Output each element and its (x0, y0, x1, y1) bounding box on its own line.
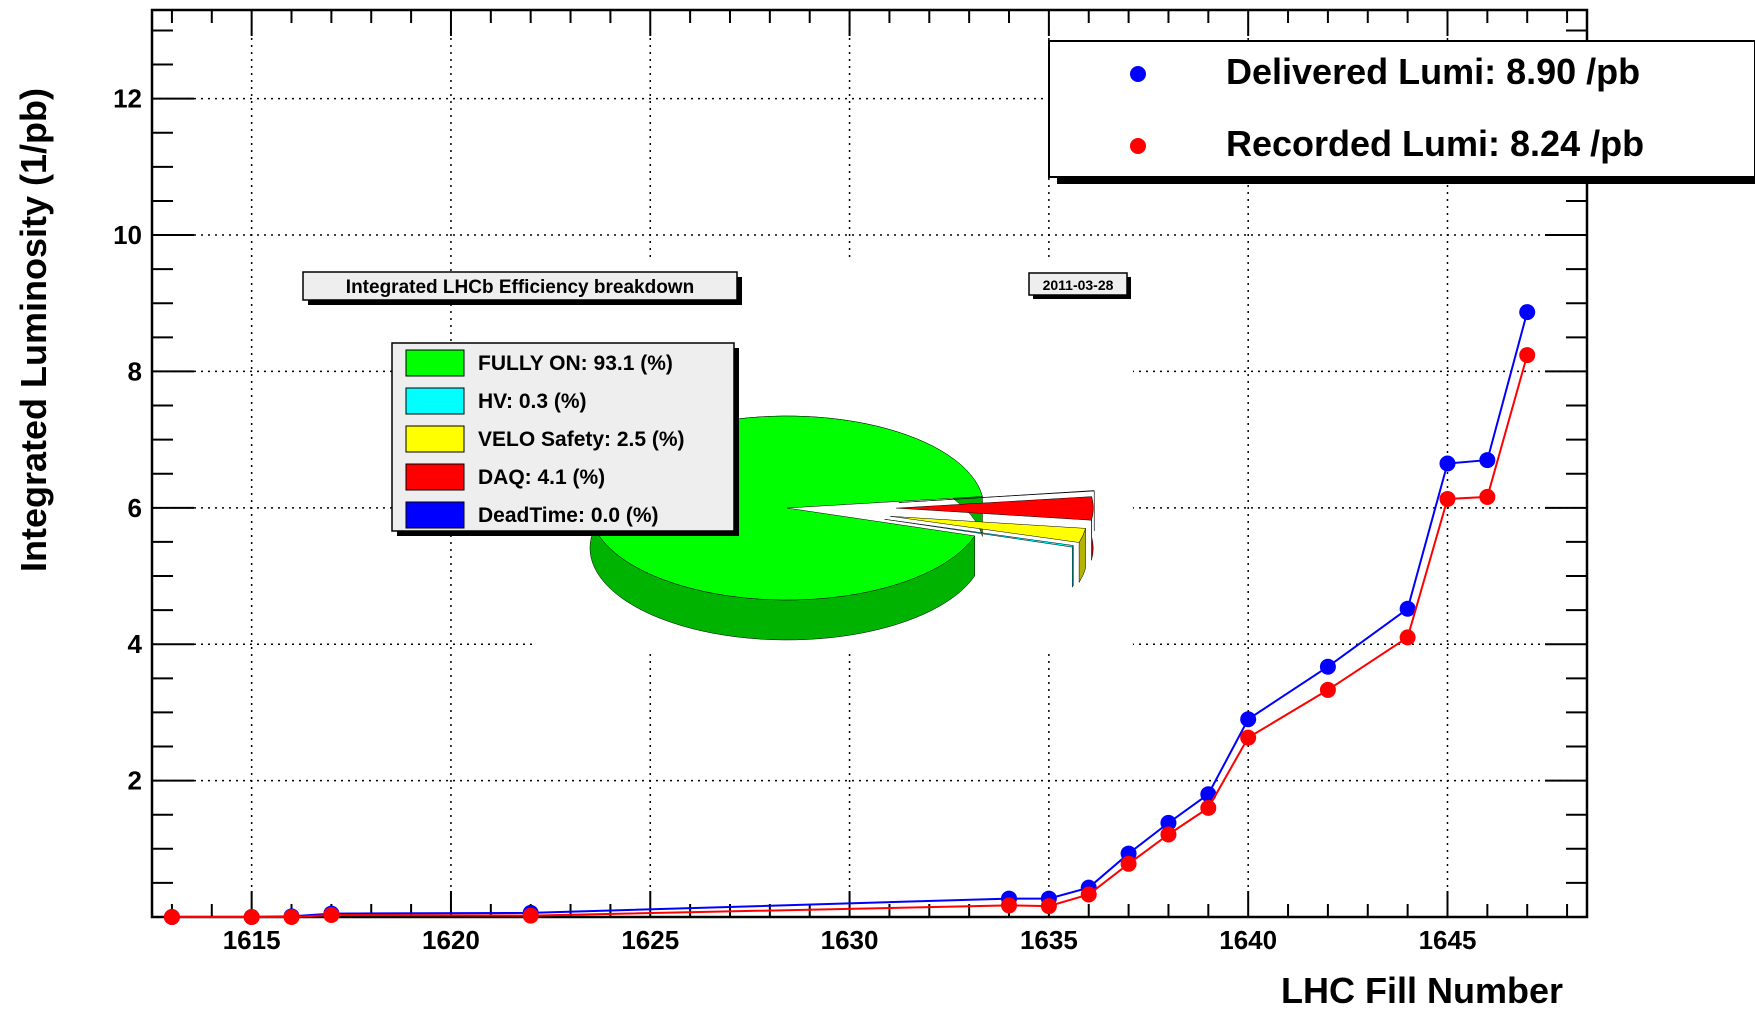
pie-title: Integrated LHCb Efficiency breakdown (346, 277, 694, 298)
pie-title-box: Integrated LHCb Efficiency breakdown (302, 271, 742, 305)
data-point-recorded-lumi (1519, 347, 1536, 364)
data-point-delivered-lumi (1200, 786, 1217, 803)
y-tick-label: 12 (113, 84, 142, 114)
x-tick-label: 1620 (422, 925, 480, 955)
data-point-recorded-lumi (1120, 855, 1137, 872)
pie-legend: FULLY ON: 93.1 (%) HV: 0.3 (%) VELO Safety… (391, 342, 739, 536)
legend-box (1048, 40, 1755, 178)
legend-marker-recorded (1130, 138, 1146, 154)
data-point-recorded-lumi (1040, 898, 1057, 915)
pie-slice-side-hv (1071, 544, 1074, 588)
y-tick-label: 2 (128, 766, 142, 796)
pie-slice-deadtime (898, 490, 1095, 503)
x-tick-label: 1635 (1020, 925, 1078, 955)
data-point-recorded-lumi (1200, 799, 1217, 816)
main-legend: Delivered Lumi: 8.90 /pb Recorded Lumi: … (1048, 40, 1755, 184)
data-point-recorded-lumi (1001, 897, 1018, 914)
y-tick-label: 4 (128, 629, 143, 659)
pie-slice-velo-safety (890, 516, 1086, 543)
data-point-delivered-lumi (1319, 658, 1336, 675)
data-point-recorded-lumi (522, 907, 539, 924)
pie-date: 2011-03-28 (1043, 277, 1114, 293)
data-series (163, 304, 1536, 925)
x-tick-label: 1640 (1219, 925, 1277, 955)
pie-legend-swatch-daq (405, 463, 465, 491)
data-point-recorded-lumi (1160, 826, 1177, 843)
legend-marker-delivered (1130, 66, 1146, 82)
pie-legend-label-daq: DAQ: 4.1 (%) (478, 466, 605, 489)
data-point-recorded-lumi (1240, 729, 1257, 746)
legend-label-recorded: Recorded Lumi: 8.24 /pb (1226, 123, 1644, 164)
data-point-recorded-lumi (163, 909, 180, 925)
pie-legend-swatch-deadtime (405, 501, 465, 529)
data-point-recorded-lumi (1439, 490, 1456, 507)
y-tick-label: 8 (128, 356, 142, 386)
data-point-recorded-lumi (283, 909, 300, 925)
efficiency-pie-inset: Integrated LHCb Efficiency breakdown 201… (302, 257, 1133, 650)
pie-slice-hv (884, 518, 1074, 548)
data-point-recorded-lumi (323, 906, 340, 923)
data-point-delivered-lumi (1439, 455, 1456, 472)
x-axis-title: LHC Fill Number (1281, 970, 1563, 1010)
data-point-recorded-lumi (1080, 886, 1097, 903)
data-point-recorded-lumi (1479, 488, 1496, 505)
pie-legend-swatch-velo-safety (405, 425, 465, 453)
pie-date-box: 2011-03-28 (1028, 272, 1131, 299)
pie-legend-label-hv: HV: 0.3 (%) (478, 390, 587, 413)
data-point-delivered-lumi (1479, 452, 1496, 469)
grid (152, 10, 1587, 917)
x-tick-label: 1630 (821, 925, 879, 955)
data-point-recorded-lumi (243, 909, 260, 925)
data-point-delivered-lumi (1240, 711, 1257, 728)
x-tick-label: 1625 (621, 925, 679, 955)
data-point-delivered-lumi (1160, 814, 1177, 831)
y-tick-label: 6 (128, 493, 142, 523)
pie-slice-daq (896, 496, 1094, 521)
legend-label-delivered: Delivered Lumi: 8.90 /pb (1226, 51, 1640, 92)
pie-legend-label-deadtime: DeadTime: 0.0 (%) (478, 504, 659, 527)
pie-legend-swatch-fully-on (405, 349, 465, 377)
pie-legend-swatch-hv (405, 387, 465, 415)
data-point-delivered-lumi (1519, 304, 1536, 321)
data-point-delivered-lumi (1399, 600, 1416, 617)
x-tick-label: 1615 (223, 925, 281, 955)
y-tick-label: 10 (113, 220, 142, 250)
y-axis-title: Integrated Luminosity (1/pb) (13, 88, 54, 572)
x-tick-label: 1645 (1419, 925, 1477, 955)
pie-legend-label-fully-on: FULLY ON: 93.1 (%) (478, 352, 673, 375)
data-point-recorded-lumi (1319, 681, 1336, 698)
data-point-recorded-lumi (1399, 629, 1416, 646)
plot-frame (150, 8, 1589, 919)
pie-legend-label-velo-safety: VELO Safety: 2.5 (%) (478, 428, 685, 451)
